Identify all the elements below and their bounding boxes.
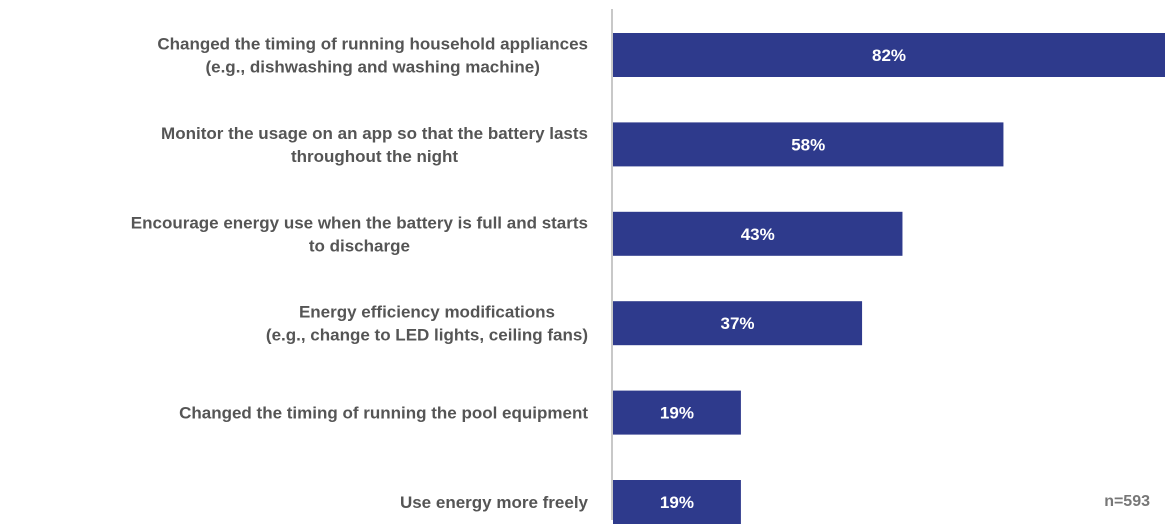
category-label-3: Encourage energy use when the battery is…: [131, 213, 588, 255]
bar-1: [613, 33, 1165, 77]
sample-size-note: n=593: [1104, 493, 1150, 510]
bar-value-label-6: 19%: [660, 493, 694, 512]
bar-value-label-3: 43%: [741, 225, 775, 244]
bar-4: [613, 301, 863, 346]
category-label-1-line-2: (e.g., dishwashing and washing machine): [205, 58, 539, 77]
category-label-3-line-1: Encourage energy use when the battery is…: [131, 213, 588, 232]
category-label-2: Monitor the usage on an app so that the …: [161, 124, 588, 166]
bar-value-label-1: 82%: [872, 46, 906, 65]
bar-6: [613, 480, 741, 524]
bar-2: [613, 122, 1004, 167]
bar-value-label-2: 58%: [791, 135, 825, 154]
bar-3: [613, 211, 903, 256]
category-label-4: Energy efficiency modifications (e.g., ch…: [266, 303, 588, 345]
category-label-3-line-2: to discharge: [309, 236, 410, 255]
category-label-5-line-1: Changed the timing of running the pool e…: [179, 404, 588, 423]
category-label-6-line-1: Use energy more freely: [400, 493, 589, 512]
category-label-1: Changed the timing of running household …: [157, 35, 588, 77]
category-label-4-line-2: (e.g., change to LED lights, ceiling fan…: [266, 326, 588, 345]
bar-value-label-4: 37%: [721, 314, 755, 333]
category-label-4-line-1: Energy efficiency modifications: [299, 303, 555, 322]
category-label-6: Use energy more freely: [400, 493, 589, 512]
bar-5: [613, 390, 741, 435]
category-label-2-line-2: throughout the night: [291, 147, 458, 166]
category-label-5: Changed the timing of running the pool e…: [179, 404, 588, 423]
bar-value-label-5: 19%: [660, 404, 694, 423]
category-label-1-line-1: Changed the timing of running household …: [157, 35, 588, 54]
bars-layer: 82% Changed the timing of running househo…: [131, 33, 1165, 524]
category-label-2-line-1: Monitor the usage on an app so that the …: [161, 124, 588, 143]
